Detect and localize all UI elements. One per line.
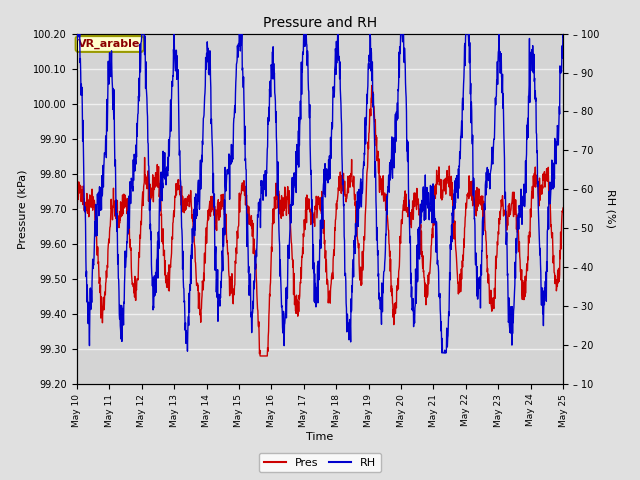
Text: VR_arable: VR_arable	[79, 39, 141, 49]
Y-axis label: RH (%): RH (%)	[606, 189, 616, 228]
Legend: Pres, RH: Pres, RH	[259, 453, 381, 472]
Y-axis label: Pressure (kPa): Pressure (kPa)	[18, 169, 28, 249]
X-axis label: Time: Time	[307, 432, 333, 442]
Title: Pressure and RH: Pressure and RH	[263, 16, 377, 30]
